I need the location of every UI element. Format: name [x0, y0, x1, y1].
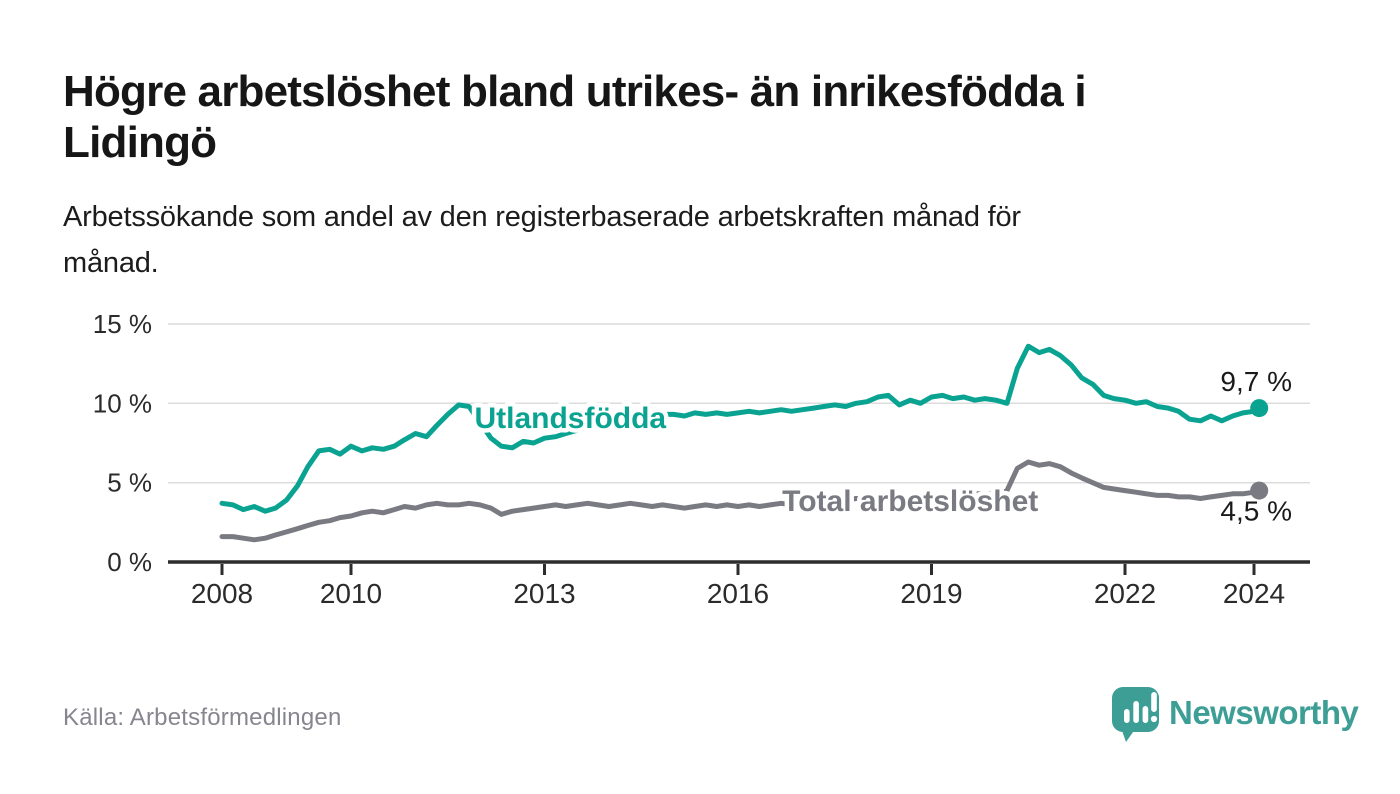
y-axis-tick-label: 10 % [93, 388, 152, 418]
page-subtitle-line-1: Arbetssökande som andel av den registerb… [63, 201, 1021, 233]
x-axis-tick-label: 2024 [1223, 578, 1285, 609]
logo-bar-2 [1133, 701, 1139, 723]
y-axis-tick-label: 5 % [107, 468, 152, 498]
newsworthy-wordmark: Newsworthy [1169, 694, 1359, 731]
utlandsf-dda-end-value-label: 9,7 % [1220, 366, 1292, 397]
x-axis-tick-label: 2016 [707, 578, 769, 609]
page-title: Högre arbetslöshet bland utrikes- än inr… [63, 66, 1363, 168]
x-axis-tick-label: 2013 [513, 578, 575, 609]
y-axis-tick-label: 15 % [93, 309, 152, 339]
x-axis-tick-label: 2010 [320, 578, 382, 609]
utlandsf-dda-end-dot [1250, 399, 1269, 418]
total-arbetsl-shet-series-label: Total arbetslöshet [782, 485, 1038, 518]
page-subtitle-line-2: månad. [63, 247, 159, 279]
logo-exclamation-dot [1150, 715, 1158, 723]
x-axis-tick-label: 2019 [900, 578, 962, 609]
utlandsf-dda-series-label: Utlandsfödda [474, 402, 666, 435]
newsworthy-logo: Newsworthy [1112, 685, 1359, 745]
utlandsf-dda-line [219, 343, 1262, 514]
page-title-line-1: Högre arbetslöshet bland utrikes- än inr… [63, 67, 1087, 116]
total-arbetsl-shet-end-dot [1250, 481, 1269, 500]
logo-bar-3 [1142, 706, 1149, 723]
x-axis-tick-label: 2022 [1094, 578, 1156, 609]
logo-exclamation-bar [1151, 692, 1157, 712]
page-title-line-2: Lidingö [63, 118, 217, 167]
logo-bar-1 [1124, 709, 1130, 723]
y-axis-tick-label: 0 % [107, 547, 152, 577]
total-arbetsl-shet-line [219, 459, 1262, 543]
source-note: Källa: Arbetsförmedlingen [63, 704, 342, 731]
total-arbetsl-shet-end-value-label: 4,5 % [1220, 496, 1292, 527]
page-subtitle: Arbetssökande som andel av den registerb… [63, 194, 1363, 286]
x-axis-tick-label: 2008 [191, 578, 253, 609]
newsworthy-logo-icon [1112, 687, 1159, 742]
